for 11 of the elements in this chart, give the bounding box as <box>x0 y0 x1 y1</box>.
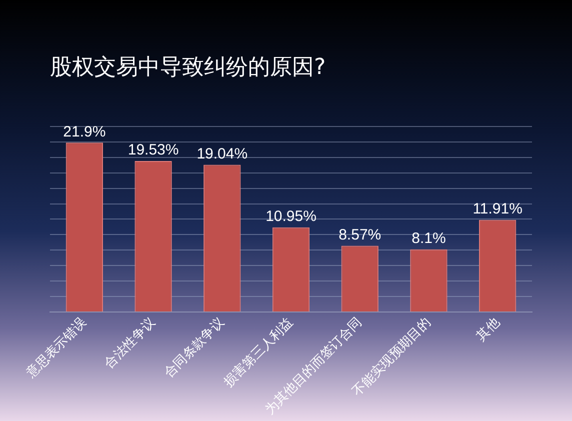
data-label: 19.04% <box>196 145 248 162</box>
data-label: 10.95% <box>266 208 316 225</box>
data-label: 11.91% <box>472 200 522 218</box>
data-label: 21.9% <box>63 123 106 140</box>
chart-title: 股权交易中导致纠纷的原因? <box>50 54 326 80</box>
data-label: 8.57% <box>338 226 382 244</box>
x-tick-label: 其他 <box>474 315 503 344</box>
data-label: 19.53% <box>128 142 179 159</box>
x-tick-label: 合法性争议 <box>102 315 158 372</box>
x-tick-label: 意思表示错误 <box>23 315 90 382</box>
data-label: 8.1% <box>412 230 446 248</box>
